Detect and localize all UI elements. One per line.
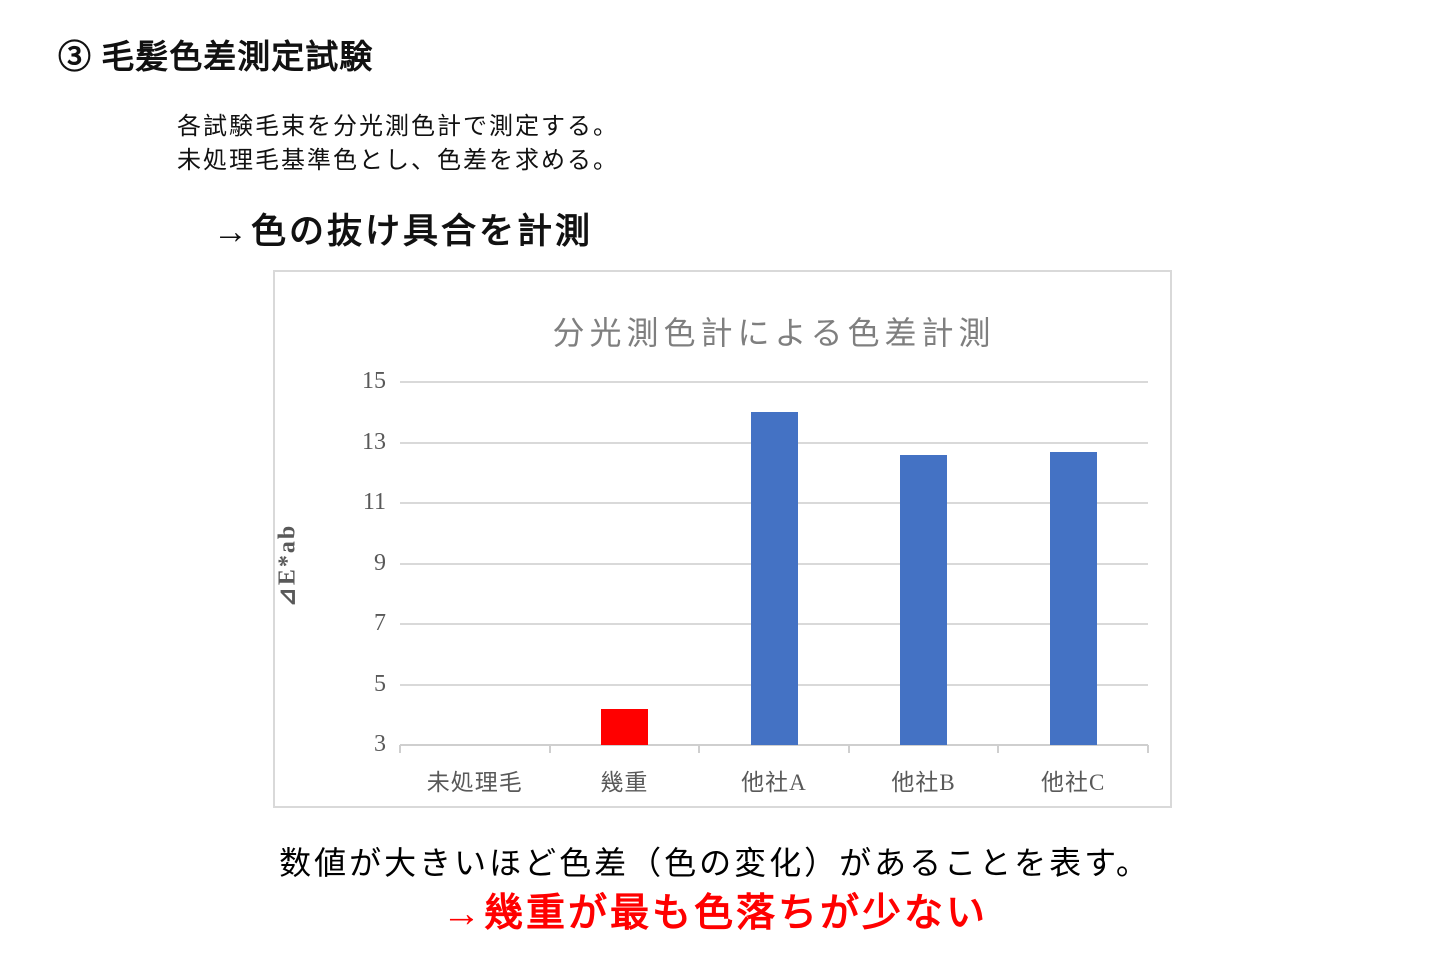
x-category-label-他社C: 他社C (1041, 770, 1106, 795)
gridline-15 (400, 381, 1148, 383)
x-category-label-幾重: 幾重 (600, 770, 649, 795)
y-tick-label-13: 13 (362, 428, 386, 455)
x-axis-line (400, 744, 1148, 746)
x-category-label-他社B: 他社B (891, 770, 956, 795)
method-description: 各試験毛束を分光測色計で測定する。 未処理毛基準色とし、色差を求める。 (177, 110, 619, 178)
method-description-line2: 未処理毛基準色とし、色差を求める。 (177, 148, 619, 174)
x-axis-tick (847, 745, 850, 753)
bar-他社C (1049, 451, 1097, 745)
method-description-line1: 各試験毛束を分光測色計で測定する。 (177, 114, 619, 140)
plot-area: 3 5 7 9 11 13 15 未処理毛 幾重 他社A 他社B 他社C (275, 272, 1174, 810)
y-tick-label-5: 5 (374, 670, 386, 697)
measurement-note: →色の抜け具合を計測 (213, 212, 594, 251)
x-axis-tick (548, 745, 551, 753)
bar-他社A (750, 412, 798, 745)
x-axis-tick (698, 745, 701, 753)
chart-title: 分光測色計による色差計測 (552, 315, 996, 351)
x-axis-tick (1147, 745, 1149, 753)
x-axis-tick (399, 745, 401, 753)
caption-text: 数値が大きいほど色差（色の変化）があることを表す。 (279, 845, 1151, 881)
y-tick-label-3: 3 (374, 731, 386, 757)
conclusion-text: →幾重が最も色落ちが少ない (441, 892, 988, 935)
x-category-label-未処理毛: 未処理毛 (426, 770, 523, 795)
x-category-label-他社A: 他社A (741, 770, 807, 795)
y-tick-label-9: 9 (374, 549, 386, 576)
y-tick-label-7: 7 (374, 610, 386, 636)
bar-他社B (900, 454, 948, 745)
bar-幾重 (600, 708, 648, 745)
x-axis-tick (997, 745, 1000, 753)
y-tick-label-11: 11 (362, 489, 386, 515)
y-tick-label-15: 15 (362, 368, 386, 394)
page-title: ③ 毛髪色差測定試験 (58, 40, 374, 76)
chart-panel: 分光測色計による色差計測 ⊿E*ab 3 5 7 9 11 13 15 未処理毛 幾重 他社A 他社… (273, 270, 1172, 808)
